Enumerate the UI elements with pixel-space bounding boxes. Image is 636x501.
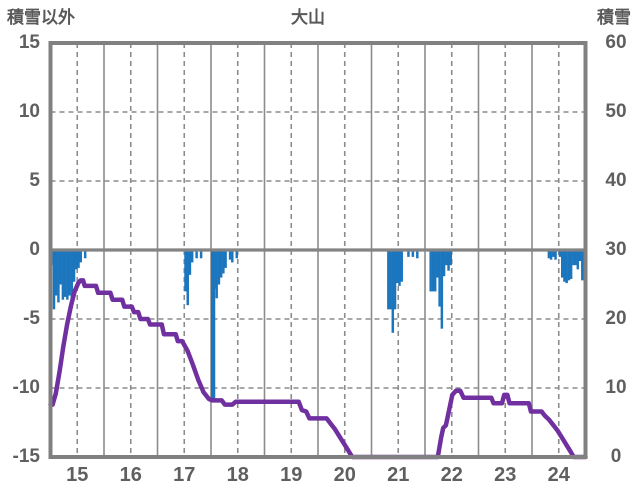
precip-bar	[61, 250, 65, 300]
precip-bar	[576, 250, 580, 270]
precip-bar	[565, 250, 568, 284]
precip-bar	[398, 250, 401, 286]
x-tick-label: 21	[387, 464, 410, 486]
precip-bar	[396, 250, 399, 284]
precip-bar	[581, 250, 584, 281]
precip-bar	[411, 250, 415, 257]
precip-bar	[52, 250, 56, 310]
precip-bar	[433, 250, 437, 292]
precip-bar	[440, 250, 444, 329]
precip-bar	[213, 250, 216, 289]
precip-bar	[436, 250, 439, 278]
y-left-tick-label: 0	[29, 239, 40, 260]
precip-bar	[387, 250, 390, 310]
precip-bar	[554, 250, 557, 260]
y-left-tick-label: 5	[29, 170, 40, 191]
y-left-tick-label: -5	[23, 308, 40, 329]
precip-bar	[199, 250, 203, 259]
precip-bar	[83, 250, 87, 259]
x-tick-label: 19	[280, 464, 303, 486]
precip-bar	[66, 250, 69, 300]
precip-bar	[224, 250, 227, 268]
snow-depth-line	[48, 278, 588, 460]
precip-bar	[391, 250, 395, 333]
y-right-tick-label: 20	[605, 308, 627, 329]
precip-bar	[188, 250, 192, 275]
x-tick-label: 17	[173, 464, 196, 486]
y-left-tick-label: 10	[18, 101, 40, 122]
y-right-tick-label: 10	[605, 377, 627, 398]
precip-bar	[547, 250, 551, 259]
precip-bar	[578, 250, 582, 262]
plot-frame	[48, 41, 588, 459]
x-tick-label: 18	[226, 464, 249, 486]
precip-bar	[563, 250, 566, 282]
precip-bar	[57, 250, 60, 303]
precip-bar	[438, 250, 441, 307]
precip-bar	[219, 250, 223, 278]
precip-bar	[68, 250, 71, 296]
x-tick-label: 20	[333, 464, 356, 486]
y-right-tick-label: 50	[605, 101, 627, 122]
precip-bar	[447, 250, 450, 271]
precip-bar	[552, 250, 555, 257]
precip-bar	[431, 250, 435, 292]
precip-bar	[215, 250, 218, 299]
precip-bar	[190, 250, 194, 263]
precip-bar	[217, 250, 221, 285]
precip-bar	[77, 250, 80, 268]
precip-bar	[231, 250, 234, 263]
precip-bar	[569, 250, 573, 279]
y-left-tick-label: -10	[12, 377, 40, 398]
precip-bar	[574, 250, 577, 266]
y-right-tick-label: 0	[610, 446, 622, 467]
precip-bar	[442, 250, 446, 277]
y-left-tick-label: 15	[18, 32, 40, 53]
x-tick-label: 15	[66, 464, 89, 486]
x-tick-label: 23	[494, 464, 517, 486]
precip-bar	[449, 250, 452, 266]
precip-bar	[389, 250, 392, 310]
precip-bar	[228, 250, 232, 260]
precip-bar	[407, 250, 410, 257]
precip-bar	[222, 250, 225, 274]
precip-bar	[429, 250, 432, 292]
precip-bar	[393, 250, 397, 310]
precip-bar	[72, 250, 76, 282]
precip-bar	[186, 250, 189, 306]
precip-bar	[572, 250, 575, 266]
precip-bar	[211, 250, 216, 401]
precip-bar	[79, 250, 82, 263]
left-axis-title: 積雪以外	[7, 8, 75, 27]
precip-bar	[416, 250, 419, 259]
x-tick-label: 24	[547, 464, 570, 486]
precip-bar	[59, 250, 62, 285]
precip-bar	[445, 250, 448, 266]
precip-bar	[567, 250, 571, 281]
chart-title: 大山	[291, 8, 325, 27]
precip-bar	[235, 250, 238, 259]
y-right-tick-label: 60	[605, 32, 627, 53]
y-right-tick-label: 30	[605, 239, 627, 260]
precip-bar	[63, 250, 67, 297]
precip-bar	[558, 250, 562, 257]
y-right-tick-label: 40	[605, 170, 627, 191]
precip-bar	[400, 250, 403, 282]
precip-bar	[75, 250, 78, 270]
x-tick-label: 22	[440, 464, 463, 486]
precip-bar	[70, 250, 74, 308]
precip-bar	[54, 250, 58, 296]
precip-bar	[560, 250, 564, 278]
precip-bar	[549, 250, 553, 260]
y-left-tick-label: -15	[12, 446, 40, 467]
precip-bar	[184, 250, 187, 292]
right-axis-title: 積雪	[597, 8, 631, 27]
precip-bar	[195, 250, 198, 259]
x-tick-label: 16	[119, 464, 142, 486]
